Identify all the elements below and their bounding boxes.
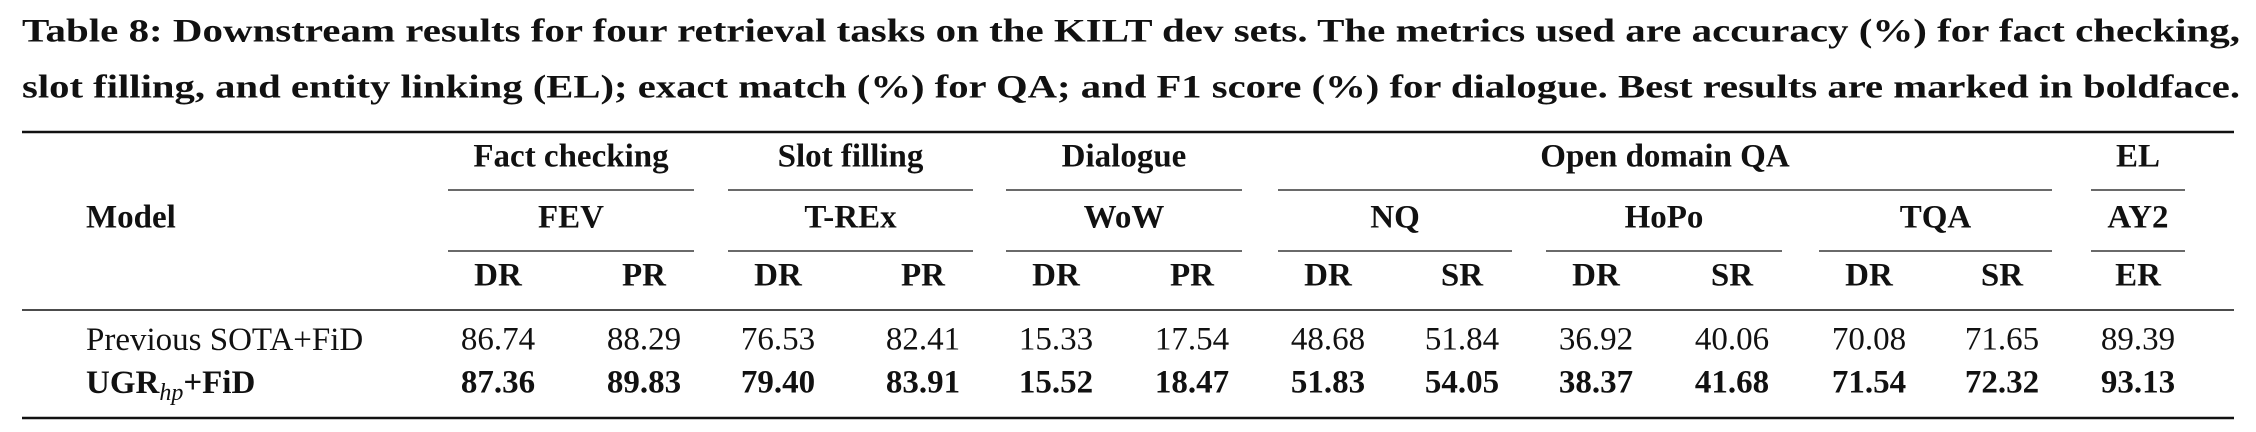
caption-line: slot filling, and entity linking (EL); e… <box>22 70 2240 106</box>
group-header: Fact checking <box>473 139 669 175</box>
cell-value: 38.37 <box>1559 365 1633 401</box>
cell-value: 93.13 <box>2101 365 2175 401</box>
model-name: UGRhp+FiD <box>86 365 255 406</box>
column-header: DR <box>1304 258 1353 294</box>
model-header: Model <box>86 200 176 236</box>
subgroup-header: HoPo <box>1625 200 1704 236</box>
cell-value: 15.52 <box>1019 365 1093 401</box>
column-header: PR <box>901 258 946 294</box>
model-name-part: +FiD <box>183 365 255 401</box>
subgroup-header: TQA <box>1900 200 1972 236</box>
column-header: DR <box>1572 258 1621 294</box>
cell-value: 71.54 <box>1832 365 1906 401</box>
column-header: DR <box>754 258 803 294</box>
cell-value: 70.08 <box>1832 322 1906 358</box>
cell-value: 88.29 <box>607 322 681 358</box>
model-name: Previous SOTA+FiD <box>86 322 363 358</box>
column-header: DR <box>1032 258 1081 294</box>
cell-value: 54.05 <box>1425 365 1499 401</box>
cell-value: 41.68 <box>1695 365 1769 401</box>
cell-value: 79.40 <box>741 365 815 401</box>
cell-value: 51.83 <box>1291 365 1365 401</box>
subgroup-header: NQ <box>1370 200 1420 236</box>
model-name-part: hp <box>159 380 183 406</box>
cell-value: 36.92 <box>1559 322 1633 358</box>
cell-value: 40.06 <box>1695 322 1769 358</box>
group-header: Slot filling <box>778 139 924 175</box>
subgroup-header: T-REx <box>804 200 897 236</box>
cell-value: 89.83 <box>607 365 681 401</box>
subgroup-header: FEV <box>538 200 604 236</box>
column-header: DR <box>474 258 523 294</box>
subgroup-header: WoW <box>1084 200 1165 236</box>
cell-value: 86.74 <box>461 322 535 358</box>
model-name-part: UGR <box>86 365 161 401</box>
column-header: ER <box>2115 258 2162 294</box>
cell-value: 82.41 <box>886 322 960 358</box>
group-header: Dialogue <box>1062 139 1187 175</box>
column-header: SR <box>1711 258 1754 294</box>
model-name-part: Previous SOTA+FiD <box>86 322 363 358</box>
cell-value: 18.47 <box>1155 365 1229 401</box>
column-header: PR <box>622 258 667 294</box>
cell-value: 17.54 <box>1155 322 1229 358</box>
cell-value: 51.84 <box>1425 322 1499 358</box>
cell-value: 89.39 <box>2101 322 2175 358</box>
cell-value: 15.33 <box>1019 322 1093 358</box>
cell-value: 87.36 <box>461 365 535 401</box>
column-header: PR <box>1170 258 1215 294</box>
cell-value: 83.91 <box>886 365 960 401</box>
caption-line: Table 8: Downstream results for four ret… <box>22 14 2240 50</box>
subgroup-header: AY2 <box>2107 200 2168 236</box>
cell-value: 48.68 <box>1291 322 1365 358</box>
column-header: SR <box>1981 258 2024 294</box>
cell-value: 71.65 <box>1965 322 2039 358</box>
group-header: EL <box>2116 139 2160 175</box>
cell-value: 72.32 <box>1965 365 2039 401</box>
group-header: Open domain QA <box>1540 139 1790 175</box>
column-header: SR <box>1441 258 1484 294</box>
column-header: DR <box>1845 258 1894 294</box>
cell-value: 76.53 <box>741 322 815 358</box>
